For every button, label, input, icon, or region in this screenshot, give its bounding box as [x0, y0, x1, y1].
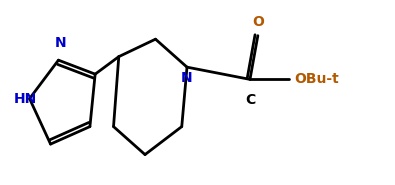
Text: N: N	[181, 71, 193, 85]
Text: O: O	[252, 15, 264, 29]
Text: HN: HN	[14, 92, 37, 106]
Text: C: C	[245, 93, 255, 107]
Text: N: N	[55, 36, 67, 50]
Text: OBu-t: OBu-t	[295, 72, 339, 86]
